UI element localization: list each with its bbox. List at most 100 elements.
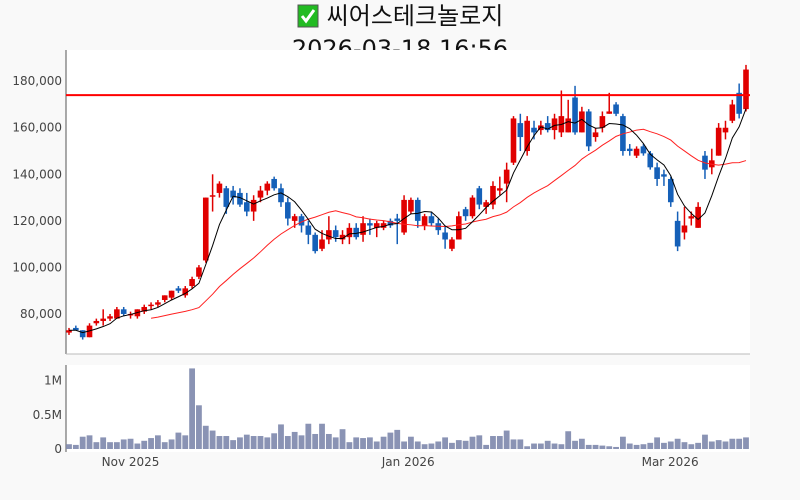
candle-body <box>503 169 510 184</box>
volume-bar <box>620 436 626 449</box>
candle <box>538 120 544 135</box>
candle-body <box>120 309 127 314</box>
candle-body <box>510 118 517 163</box>
candle <box>722 120 729 140</box>
volume-bar <box>414 441 421 449</box>
candle <box>209 174 216 212</box>
volume-bar <box>237 437 243 449</box>
candle <box>449 237 455 252</box>
price-tick-label: 100,000 <box>12 260 62 274</box>
candle-body <box>257 190 264 198</box>
candle <box>305 220 312 245</box>
candle-body <box>592 132 599 138</box>
candle <box>387 218 394 228</box>
volume-tick-label: 1M <box>44 374 62 388</box>
volume-bar <box>743 437 749 449</box>
volume-bar <box>408 436 414 449</box>
candle <box>626 144 633 156</box>
candle <box>510 116 517 165</box>
volume-bar <box>715 440 722 449</box>
candle-body <box>216 183 223 193</box>
candle-body <box>722 127 729 133</box>
volume-bar <box>736 438 743 449</box>
volume-bar <box>360 438 366 449</box>
volume-bar <box>476 435 483 449</box>
candle-body <box>312 234 318 252</box>
candle-body <box>736 92 742 114</box>
candle-body <box>688 216 695 219</box>
candle <box>428 211 435 226</box>
volume-tick-label: 0 <box>54 442 62 456</box>
candle-body <box>517 123 524 138</box>
candle <box>326 216 332 245</box>
candle-body <box>743 69 749 110</box>
candle-body <box>107 316 113 319</box>
volume-bar <box>640 444 647 449</box>
volume-bar <box>134 443 141 449</box>
volume-bar <box>674 438 681 449</box>
volume-bar <box>373 441 380 449</box>
candle-body <box>408 199 414 212</box>
volume-bar <box>455 440 462 449</box>
volume-bar <box>175 432 182 449</box>
volume-bar <box>537 443 544 449</box>
volume-bar <box>154 435 161 449</box>
volume-bar <box>517 439 524 449</box>
candle-body <box>626 148 633 152</box>
volume-bar <box>421 444 428 449</box>
candle-body <box>367 223 373 226</box>
candle <box>729 99 736 124</box>
candle-body <box>93 320 100 324</box>
volume-bar <box>168 439 175 449</box>
volume-bar <box>271 433 278 449</box>
volume-bar <box>353 437 360 449</box>
price-tick-label: 180,000 <box>12 74 62 88</box>
candle-body <box>66 330 72 333</box>
volume-bar <box>189 368 195 449</box>
volume-bar <box>291 431 298 449</box>
date-tick-label: Nov 2025 <box>102 455 160 469</box>
volume-bar <box>250 436 257 449</box>
candle-body <box>223 188 230 207</box>
candle-body <box>387 220 394 226</box>
volume-bar <box>435 441 442 449</box>
volume-bar <box>558 444 565 449</box>
candle-body <box>455 216 462 240</box>
candle-body <box>476 188 483 205</box>
volume-bar <box>510 439 517 449</box>
candle <box>695 202 701 228</box>
volume-bar <box>387 432 394 449</box>
candle <box>168 290 175 300</box>
volume-bar <box>141 440 148 449</box>
candle <box>148 302 154 310</box>
candle-body <box>141 306 148 312</box>
candle <box>250 195 257 221</box>
volume-bar <box>100 437 107 449</box>
date-tick-label: Mar 2026 <box>642 455 699 469</box>
volume-bar <box>305 423 312 449</box>
candle-body <box>483 202 489 207</box>
candle-body <box>86 325 93 338</box>
volume-bar <box>503 430 510 449</box>
volume-bar <box>93 442 100 449</box>
volume-bar <box>325 433 332 449</box>
candle-body <box>380 223 387 228</box>
candle-body <box>579 111 585 133</box>
volume-bar <box>223 436 230 449</box>
volume-bar <box>531 443 537 449</box>
candle <box>107 313 113 321</box>
volume-bar <box>599 445 606 449</box>
volume-bar <box>667 441 674 449</box>
candle <box>661 169 667 186</box>
candle <box>278 183 284 207</box>
candle <box>141 304 148 314</box>
candle-body <box>695 206 701 228</box>
candle <box>743 64 749 112</box>
candle <box>161 295 168 303</box>
candle-body <box>230 190 236 198</box>
volume-bar <box>544 440 551 449</box>
volume-bar <box>257 436 264 449</box>
candle <box>551 113 558 140</box>
volume-bar <box>654 437 661 449</box>
